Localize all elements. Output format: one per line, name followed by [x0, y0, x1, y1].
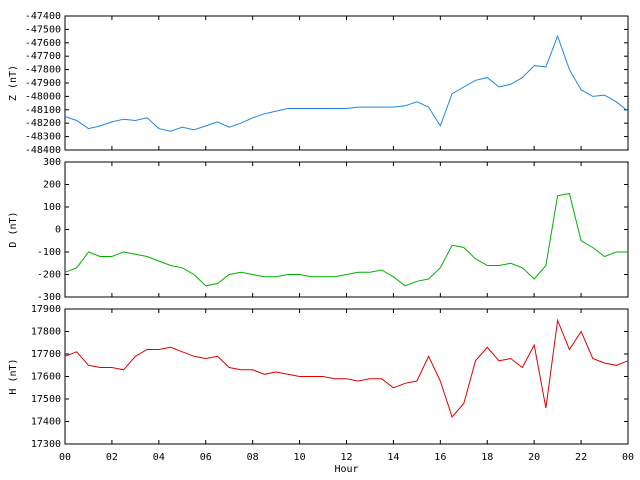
- x-tick-label: 08: [247, 452, 259, 463]
- y-tick-label: -47700: [25, 51, 61, 62]
- x-tick-label: 00: [59, 452, 71, 463]
- y-tick-label: 100: [43, 202, 61, 213]
- y-tick-label: -47900: [25, 78, 61, 89]
- y-axis-label: Z (nT): [8, 65, 19, 101]
- x-tick-label: 14: [387, 452, 399, 463]
- x-tick-label: 00: [622, 452, 634, 463]
- y-tick-label: -48000: [25, 91, 61, 102]
- panel-frame: [64, 161, 629, 298]
- x-tick-label: 06: [200, 452, 212, 463]
- y-tick-label: -100: [37, 247, 61, 258]
- x-tick-label: 18: [481, 452, 493, 463]
- y-tick-label: 17900: [31, 304, 61, 315]
- y-tick-label: 17800: [31, 327, 61, 338]
- x-tick-label: 12: [340, 452, 352, 463]
- y-tick-label: -47600: [25, 38, 61, 49]
- x-tick-label: 10: [294, 452, 306, 463]
- x-axis-label: Hour: [334, 464, 358, 475]
- y-tick-label: -48300: [25, 132, 61, 143]
- y-tick-label: 17400: [31, 417, 61, 428]
- y-tick-label: 17600: [31, 372, 61, 383]
- panel-frame: [64, 15, 629, 151]
- y-tick-label: -47500: [25, 24, 61, 35]
- y-tick-label: -48100: [25, 105, 61, 116]
- y-axis-label: H (nT): [8, 358, 19, 394]
- y-tick-label: -200: [37, 270, 61, 281]
- x-tick-label: 20: [528, 452, 540, 463]
- y-tick-label: 300: [43, 157, 61, 168]
- x-tick-label: 04: [153, 452, 165, 463]
- x-tick-label: 02: [106, 452, 118, 463]
- y-tick-label: 200: [43, 180, 61, 191]
- y-tick-label: 17300: [31, 439, 61, 450]
- y-axis-label: D (nT): [8, 211, 19, 247]
- y-tick-label: -48200: [25, 118, 61, 129]
- y-tick-label: -47800: [25, 65, 61, 76]
- data-line: [64, 318, 629, 418]
- data-line: [64, 34, 629, 132]
- y-tick-label: 17700: [31, 349, 61, 360]
- x-tick-label: 16: [434, 452, 446, 463]
- y-tick-label: 17500: [31, 394, 61, 405]
- y-tick-label: -47400: [25, 11, 61, 22]
- y-tick-label: 0: [55, 225, 61, 236]
- panel-frame: [64, 308, 629, 445]
- data-line: [64, 192, 628, 287]
- y-tick-label: -48400: [25, 145, 61, 156]
- y-tick-label: -300: [37, 292, 61, 303]
- x-tick-label: 22: [575, 452, 587, 463]
